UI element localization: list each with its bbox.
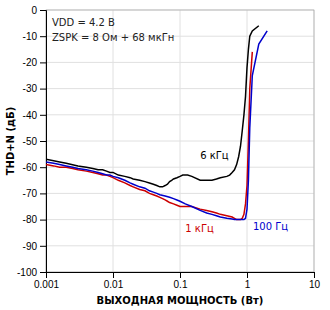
- y-tick-mark: [40, 141, 46, 142]
- y-tick: -90: [23, 241, 46, 252]
- y-grid-line: [46, 219, 314, 220]
- annotation: VDD = 4.2 В: [52, 17, 115, 28]
- y-grid-line: [46, 245, 314, 246]
- plot: 0.001 0.01 0.1 1 10 0 -10 -20 -30 -40 -50 -60 -70 -80…: [17, 5, 321, 290]
- y-tick-mark: [40, 62, 46, 63]
- y-tick: -100: [17, 267, 46, 278]
- y-axis: 0 -10 -20 -30 -40 -50 -60 -70 -80 -90 -100: [17, 5, 47, 278]
- y-tick-label: -10: [23, 31, 38, 42]
- chart: 0.001 0.01 0.1 1 10 0 -10 -20 -30 -40 -50 -60 -70 -80…: [0, 0, 330, 310]
- grid: [46, 10, 314, 272]
- curve-label: 1 кГц: [185, 223, 214, 234]
- y-tick-label: -50: [23, 136, 38, 147]
- series-line: [46, 52, 252, 220]
- y-tick: -10: [23, 31, 46, 42]
- x-tick-mark: [247, 272, 248, 278]
- y-grid-line: [46, 88, 314, 89]
- y-tick: -40: [23, 110, 46, 121]
- x-tick-label: 0.001: [34, 279, 59, 290]
- x-tick-mark: [180, 272, 181, 278]
- curve-label: 6 кГц: [200, 150, 229, 161]
- y-tick-mark: [40, 89, 46, 90]
- y-tick: -30: [23, 83, 46, 94]
- y-tick: -60: [23, 162, 46, 173]
- series-line: [46, 26, 259, 187]
- curve-label: 100 Гц: [253, 221, 288, 232]
- x-tick-label: 10: [309, 279, 321, 290]
- x-tick-label: 0.01: [104, 279, 124, 290]
- chart-container: 0.001 0.01 0.1 1 10 0 -10 -20 -30 -40 -50 -60 -70 -80…: [0, 0, 330, 310]
- y-tick: -70: [23, 188, 46, 199]
- curve-labels: 6 кГц 1 кГц 100 Гц: [185, 150, 288, 233]
- y-tick-mark: [40, 220, 46, 221]
- y-tick-mark: [40, 272, 46, 273]
- y-tick-mark: [40, 36, 46, 37]
- y-tick-label: -70: [23, 188, 38, 199]
- y-tick-label: -40: [23, 110, 38, 121]
- y-tick-label: -20: [23, 57, 38, 68]
- y-grid-line: [46, 62, 314, 63]
- y-tick-label: -100: [17, 267, 37, 278]
- x-tick: 0.01: [104, 272, 124, 290]
- annotations: VDD = 4.2 В ZSPK = 8 Ом + 68 мкГн: [52, 17, 174, 43]
- x-axis-title: ВЫХОДНАЯ МОЩНОСТЬ (Вт): [97, 295, 264, 306]
- y-grid-line: [46, 114, 314, 115]
- x-axis-line: [47, 273, 315, 279]
- plot-frame: [46, 10, 314, 272]
- x-axis: 0.001 0.01 0.1 1 10: [34, 272, 321, 290]
- y-grid-line: [46, 141, 314, 142]
- y-tick: -20: [23, 57, 46, 68]
- y-tick-mark: [40, 167, 46, 168]
- y-tick: -50: [23, 136, 46, 147]
- y-grid-line: [46, 193, 314, 194]
- y-tick-label: -30: [23, 83, 38, 94]
- x-tick: 0.001: [34, 272, 59, 290]
- x-tick-mark: [314, 272, 315, 278]
- y-axis-line: [40, 11, 47, 273]
- x-tick-label: 0.1: [174, 279, 188, 290]
- y-tick-mark: [40, 115, 46, 116]
- y-tick: 0: [31, 5, 46, 16]
- y-tick-label: -90: [23, 241, 38, 252]
- y-tick-mark: [40, 193, 46, 194]
- x-tick: 0.1: [174, 272, 188, 290]
- y-axis-title: THD+N (дБ): [5, 107, 16, 176]
- x-tick: 10: [309, 272, 321, 290]
- y-tick-label: 0: [31, 5, 37, 16]
- y-tick-mark: [40, 10, 46, 11]
- lines: [46, 26, 267, 220]
- x-tick-label: 1: [245, 279, 251, 290]
- annotation: ZSPK = 8 Ом + 68 мкГн: [52, 32, 174, 43]
- x-tick-mark: [113, 272, 114, 278]
- y-tick-label: -60: [23, 162, 38, 173]
- y-tick-label: -80: [23, 214, 38, 225]
- y-tick: -80: [23, 214, 46, 225]
- y-tick-mark: [40, 246, 46, 247]
- x-tick: 1: [245, 272, 251, 290]
- series-line: [46, 31, 267, 220]
